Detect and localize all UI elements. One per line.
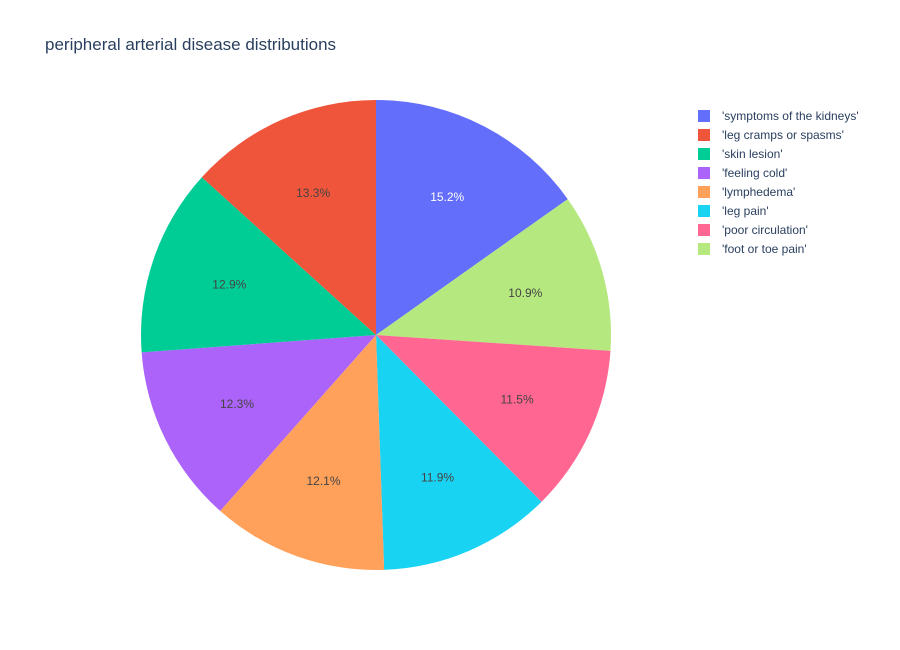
pie-slice-leg-pain[interactable] (376, 335, 542, 570)
pie-slices (141, 100, 611, 570)
legend-item-symptoms-of-the-kidneys[interactable]: 'symptoms of the kidneys' (698, 109, 859, 123)
legend-label: 'leg pain' (722, 204, 769, 218)
legend-label: 'feeling cold' (722, 166, 787, 180)
legend-label: 'skin lesion' (722, 147, 783, 161)
slice-value-label: 15.2% (430, 190, 464, 204)
legend-label: 'poor circulation' (722, 223, 808, 237)
legend-item-lymphedema[interactable]: 'lymphedema' (698, 185, 795, 199)
slice-labels: 15.2% 10.9% 11.5% 11.9% 12.1% 12.3% 12.9% 13.3% (212, 186, 542, 488)
pie-slice-lymphedema[interactable] (220, 335, 385, 570)
slice-value-label: 12.9% (212, 278, 246, 292)
legend-label: 'foot or toe pain' (722, 242, 807, 256)
legend-item-poor-circulation[interactable]: 'poor circulation' (698, 223, 808, 237)
legend-item-feeling-cold[interactable]: 'feeling cold' (698, 166, 787, 180)
legend-swatch (698, 148, 710, 160)
legend-label: 'symptoms of the kidneys' (722, 109, 859, 123)
legend: 'symptoms of the kidneys' 'leg cramps or … (698, 109, 859, 256)
pie-slice-symptoms-of-the-kidneys[interactable] (376, 100, 568, 335)
slice-value-label: 12.1% (306, 474, 340, 488)
legend-label: 'lymphedema' (722, 185, 795, 199)
legend-label: 'leg cramps or spasms' (722, 128, 844, 142)
legend-swatch (698, 224, 710, 236)
legend-item-leg-cramps-or-spasms[interactable]: 'leg cramps or spasms' (698, 128, 844, 142)
legend-swatch (698, 129, 710, 141)
legend-swatch (698, 186, 710, 198)
legend-swatch (698, 205, 710, 217)
legend-swatch (698, 243, 710, 255)
legend-swatch (698, 167, 710, 179)
slice-value-label: 10.9% (508, 286, 542, 300)
legend-item-leg-pain[interactable]: 'leg pain' (698, 204, 769, 218)
slice-value-label: 13.3% (296, 186, 330, 200)
chart-title: peripheral arterial disease distribution… (45, 35, 336, 54)
pie-slice-feeling-cold[interactable] (141, 335, 376, 511)
slice-value-label: 12.3% (220, 397, 254, 411)
pie-slice-skin-lesion[interactable] (141, 177, 376, 353)
legend-swatch (698, 110, 710, 122)
pie-slice-foot-or-toe-pain[interactable] (376, 199, 611, 351)
legend-item-skin-lesion[interactable]: 'skin lesion' (698, 147, 783, 161)
legend-item-foot-or-toe-pain[interactable]: 'foot or toe pain' (698, 242, 807, 256)
pie-slice-leg-cramps-or-spasms[interactable] (201, 100, 376, 335)
pie-slice-poor-circulation[interactable] (376, 335, 611, 502)
slice-value-label: 11.9% (421, 470, 454, 484)
slice-value-label: 11.5% (501, 392, 534, 406)
